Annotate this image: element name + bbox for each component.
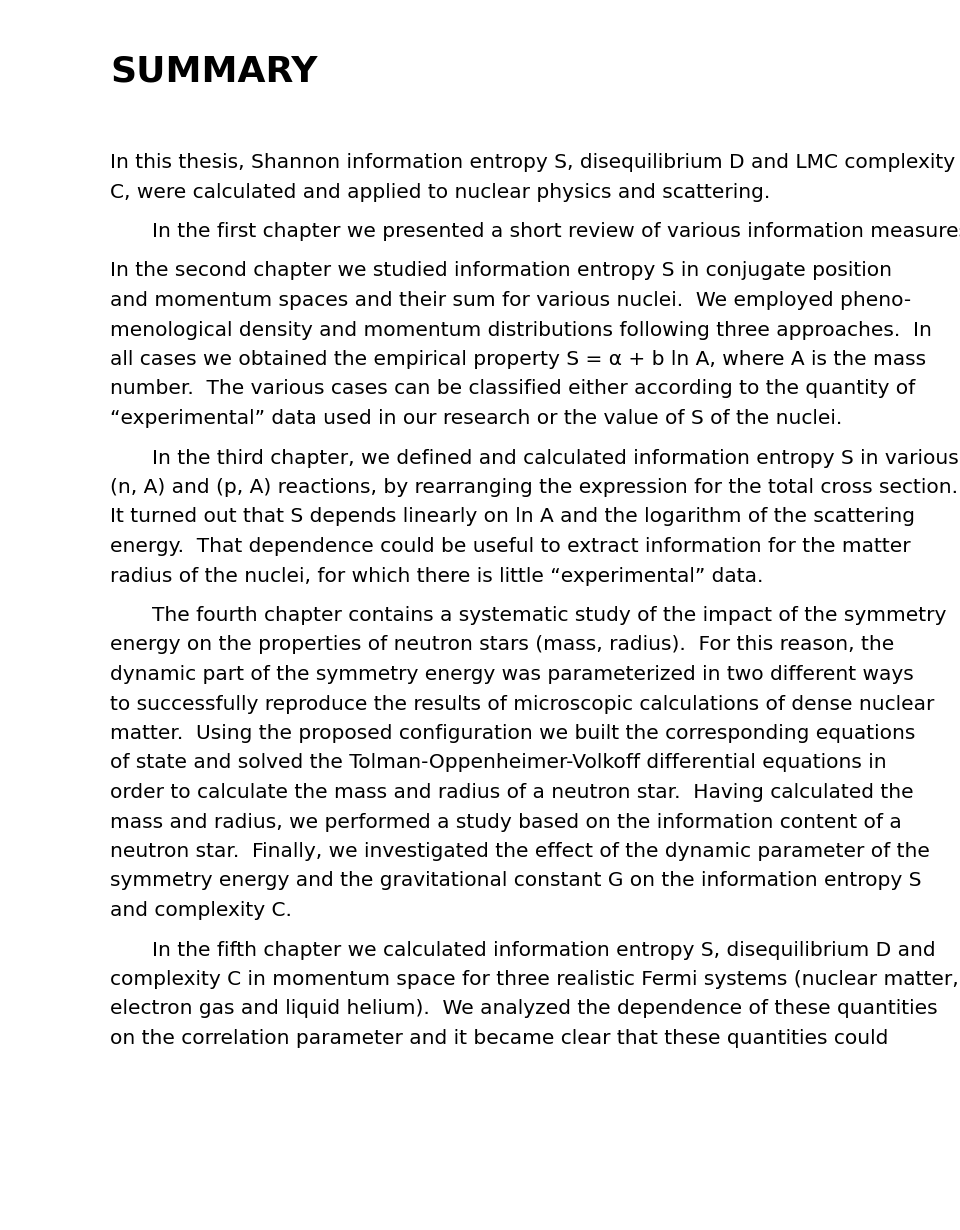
Text: number.  The various cases can be classified either according to the quantity of: number. The various cases can be classif… [110,380,915,399]
Text: symmetry energy and the gravitational constant G on the information entropy S: symmetry energy and the gravitational co… [110,872,922,891]
Text: and complexity C.: and complexity C. [110,902,292,920]
Text: (n, A) and (p, A) reactions, by rearranging the expression for the total cross s: (n, A) and (p, A) reactions, by rearrang… [110,478,958,497]
Text: electron gas and liquid helium).  We analyzed the dependence of these quantities: electron gas and liquid helium). We anal… [110,1000,938,1018]
Text: and momentum spaces and their sum for various nuclei.  We employed pheno-: and momentum spaces and their sum for va… [110,292,911,310]
Text: SUMMARY: SUMMARY [110,55,318,89]
Text: dynamic part of the symmetry energy was parameterized in two different ways: dynamic part of the symmetry energy was … [110,665,914,684]
Text: In this thesis, Shannon information entropy S, disequilibrium D and LMC complexi: In this thesis, Shannon information entr… [110,153,955,172]
Text: to successfully reproduce the results of microscopic calculations of dense nucle: to successfully reproduce the results of… [110,695,934,713]
Text: C, were calculated and applied to nuclear physics and scattering.: C, were calculated and applied to nuclea… [110,182,770,202]
Text: complexity C in momentum space for three realistic Fermi systems (nuclear matter: complexity C in momentum space for three… [110,970,959,989]
Text: on the correlation parameter and it became clear that these quantities could: on the correlation parameter and it beca… [110,1030,888,1048]
Text: In the third chapter, we defined and calculated information entropy S in various: In the third chapter, we defined and cal… [152,449,959,467]
Text: It turned out that S depends linearly on ln A and the logarithm of the scatterin: It turned out that S depends linearly on… [110,508,915,526]
Text: In the first chapter we presented a short review of various information measures: In the first chapter we presented a shor… [152,221,960,241]
Text: “experimental” data used in our research or the value of S of the nuclei.: “experimental” data used in our research… [110,410,842,428]
Text: The fourth chapter contains a systematic study of the impact of the symmetry: The fourth chapter contains a systematic… [152,606,947,625]
Text: mass and radius, we performed a study based on the information content of a: mass and radius, we performed a study ba… [110,813,901,831]
Text: energy.  That dependence could be useful to extract information for the matter: energy. That dependence could be useful … [110,538,911,556]
Text: of state and solved the Tolman-Oppenheimer-Volkoff differential equations in: of state and solved the Tolman-Oppenheim… [110,754,887,772]
Text: energy on the properties of neutron stars (mass, radius).  For this reason, the: energy on the properties of neutron star… [110,636,895,654]
Text: In the second chapter we studied information entropy S in conjugate position: In the second chapter we studied informa… [110,262,892,280]
Text: radius of the nuclei, for which there is little “experimental” data.: radius of the nuclei, for which there is… [110,567,763,585]
Text: all cases we obtained the empirical property S = α + b ln A, where A is the mass: all cases we obtained the empirical prop… [110,351,926,369]
Text: matter.  Using the proposed configuration we built the corresponding equations: matter. Using the proposed configuration… [110,724,916,743]
Text: neutron star.  Finally, we investigated the effect of the dynamic parameter of t: neutron star. Finally, we investigated t… [110,843,930,861]
Text: menological density and momentum distributions following three approaches.  In: menological density and momentum distrib… [110,321,932,339]
Text: order to calculate the mass and radius of a neutron star.  Having calculated the: order to calculate the mass and radius o… [110,784,914,802]
Text: In the fifth chapter we calculated information entropy S, disequilibrium D and: In the fifth chapter we calculated infor… [152,941,936,959]
